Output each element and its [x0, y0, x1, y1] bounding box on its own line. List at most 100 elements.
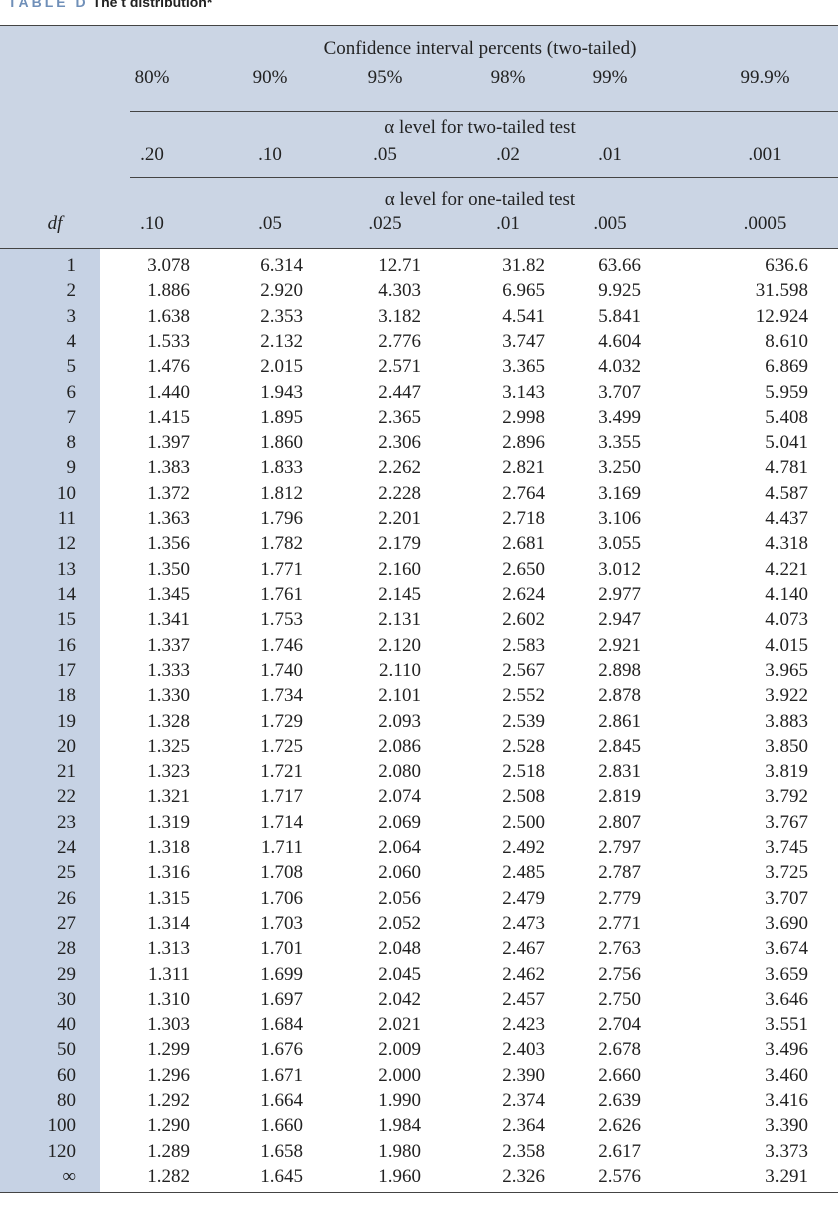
t-value-cell: 1.311 — [147, 963, 190, 985]
t-value-cell: 2.045 — [378, 963, 421, 985]
df-cell: 26 — [57, 887, 76, 909]
t-value-cell: 3.747 — [502, 330, 545, 352]
t-value-cell: 2.374 — [502, 1090, 545, 1112]
t-value-cell: 2.756 — [598, 963, 641, 985]
t-value-cell: 4.541 — [502, 305, 545, 327]
t-value-cell: 1.812 — [260, 482, 303, 504]
two-tailed-alpha: .10 — [258, 144, 282, 165]
t-value-cell: 3.551 — [765, 1014, 808, 1036]
t-value-cell: 1.325 — [147, 735, 190, 757]
t-value-cell: 1.895 — [260, 406, 303, 428]
header-bottom-rule — [0, 248, 838, 249]
t-value-cell: 3.182 — [378, 305, 421, 327]
df-cell: 7 — [66, 406, 77, 428]
t-value-cell: 3.499 — [598, 406, 641, 428]
t-value-cell: 5.959 — [765, 381, 808, 403]
t-value-cell: 2.626 — [598, 1115, 641, 1137]
header-rule — [130, 111, 838, 112]
t-value-cell: 12.924 — [755, 305, 808, 327]
df-cell: 10 — [57, 482, 76, 504]
df-cell: ∞ — [62, 1166, 76, 1187]
t-value-cell: 3.674 — [765, 938, 808, 960]
t-value-cell: 1.729 — [260, 710, 303, 732]
title-text: The t distribution* — [92, 0, 213, 10]
t-value-cell: 1.638 — [147, 305, 190, 327]
t-value-cell: 2.998 — [502, 406, 545, 428]
t-value-cell: 2.977 — [598, 583, 641, 605]
df-cell: 14 — [57, 583, 76, 605]
df-cell: 16 — [57, 634, 76, 656]
t-value-cell: 3.012 — [598, 558, 641, 580]
t-value-cell: 1.314 — [147, 912, 190, 934]
t-value-cell: 1.671 — [260, 1064, 303, 1086]
t-value-cell: 4.303 — [378, 280, 421, 302]
df-cell: 15 — [57, 609, 76, 631]
t-value-cell: 2.042 — [378, 988, 421, 1010]
t-value-cell: 1.660 — [260, 1115, 303, 1137]
t-value-cell: 2.306 — [378, 432, 421, 454]
df-cell: 28 — [57, 938, 76, 960]
t-value-cell: 2.500 — [502, 811, 545, 833]
t-value-cell: 1.658 — [260, 1140, 303, 1162]
df-cell: 22 — [57, 786, 76, 808]
t-value-cell: 12.71 — [378, 255, 421, 276]
t-value-cell: 1.734 — [260, 685, 303, 707]
df-cell: 25 — [57, 862, 76, 884]
t-value-cell: 2.845 — [598, 735, 641, 757]
t-value-cell: 2.000 — [378, 1064, 421, 1086]
t-value-cell: 1.984 — [378, 1115, 421, 1137]
t-value-cell: 3.690 — [765, 912, 808, 934]
t-value-cell: 1.761 — [260, 583, 303, 605]
t-value-cell: 2.764 — [502, 482, 545, 504]
t-value-cell: 3.373 — [765, 1140, 808, 1162]
t-value-cell: 2.528 — [502, 735, 545, 757]
t-value-cell: 4.221 — [765, 558, 808, 580]
confidence-level: 95% — [367, 67, 403, 88]
t-value-cell: 3.646 — [765, 988, 808, 1010]
t-value-cell: 2.771 — [598, 912, 641, 934]
t-value-cell: 1.664 — [260, 1090, 303, 1112]
t-value-cell: 2.576 — [598, 1166, 641, 1187]
t-value-cell: 3.055 — [598, 533, 641, 555]
df-cell: 2 — [66, 280, 77, 302]
t-value-cell: 2.819 — [598, 786, 641, 808]
t-value-cell: 2.048 — [378, 938, 421, 960]
t-value-cell: 1.708 — [260, 862, 303, 884]
df-cell: 120 — [47, 1140, 77, 1162]
t-value-cell: 4.604 — [598, 330, 641, 352]
df-cell: 11 — [57, 508, 76, 530]
t-value-cell: 2.602 — [502, 609, 545, 631]
df-cell: 29 — [57, 963, 76, 985]
t-value-cell: 1.313 — [147, 938, 190, 960]
confidence-level: 99.9% — [740, 67, 790, 88]
t-value-cell: 3.250 — [598, 457, 641, 479]
t-value-cell: 2.353 — [260, 305, 303, 327]
t-value-cell: 2.457 — [502, 988, 545, 1010]
t-value-cell: 3.078 — [147, 255, 190, 276]
t-value-cell: 8.610 — [765, 330, 808, 352]
two-tailed-alpha: .05 — [373, 144, 397, 165]
t-value-cell: 2.110 — [378, 659, 421, 681]
two-tailed-alpha: .02 — [496, 144, 520, 165]
t-value-cell: 4.073 — [765, 609, 808, 631]
t-value-cell: 2.920 — [260, 280, 303, 302]
confidence-level: 80% — [134, 67, 170, 88]
t-value-cell: 2.898 — [598, 659, 641, 681]
t-value-cell: 2.358 — [502, 1140, 545, 1162]
t-value-cell: 2.878 — [598, 685, 641, 707]
t-value-cell: 3.725 — [765, 862, 808, 884]
t-value-cell: 4.318 — [765, 533, 808, 555]
t-value-cell: 3.416 — [765, 1090, 808, 1112]
t-value-cell: 2.539 — [502, 710, 545, 732]
t-value-cell: 1.315 — [147, 887, 190, 909]
t-value-cell: 6.314 — [260, 255, 303, 276]
t-value-cell: 5.841 — [598, 305, 641, 327]
t-value-cell: 2.776 — [378, 330, 421, 352]
t-value-cell: 5.408 — [765, 406, 808, 428]
header-band — [0, 26, 838, 248]
t-value-cell: 2.797 — [598, 837, 641, 859]
df-cell: 21 — [57, 761, 76, 783]
t-value-cell: 1.703 — [260, 912, 303, 934]
df-cell: 23 — [57, 811, 76, 833]
t-value-cell: 1.833 — [260, 457, 303, 479]
